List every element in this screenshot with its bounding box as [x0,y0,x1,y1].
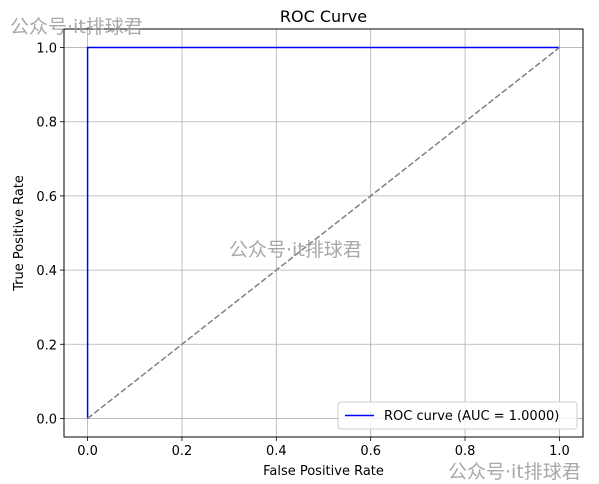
y-tick-label: 0.4 [36,264,57,279]
x-tick-label: 0.0 [77,444,98,459]
axis-ticks: 0.0 0.2 0.4 0.6 0.8 1.0 0.0 0.2 0.4 0.6 0.8 1.0 [36,42,569,459]
y-tick-label: 0.6 [36,190,57,205]
y-tick-label: 0.8 [36,116,57,131]
series-layer [86,46,560,420]
y-tick-label: 1.0 [36,42,57,57]
legend-label-roc: ROC curve (AUC = 1.0000) [384,409,559,424]
legend-box [337,401,578,430]
y-tick-label: 0.2 [36,338,57,353]
watermark-bottom-right: 公众号·it排球君 [448,461,581,483]
watermark-center: 公众号·it排球君 [229,239,362,261]
x-tick-label: 1.0 [549,444,570,459]
x-tick-label: 0.4 [266,444,287,459]
legend: ROC curve (AUC = 1.0000) [337,401,578,430]
watermark-top-left: 公众号·it排球君 [10,16,143,38]
y-axis-label: True Positive Rate [12,175,27,292]
roc-curve-line [86,46,560,419]
plot-frame [63,28,584,438]
diagonal-reference-line [87,46,560,420]
x-axis-label: False Positive Rate [263,464,384,479]
chart-title: ROC Curve [280,7,367,26]
y-tick-label: 0.0 [36,412,57,427]
grid [64,29,583,437]
x-tick-label: 0.8 [455,444,476,459]
x-tick-label: 0.2 [172,444,193,459]
x-tick-label: 0.6 [360,444,381,459]
